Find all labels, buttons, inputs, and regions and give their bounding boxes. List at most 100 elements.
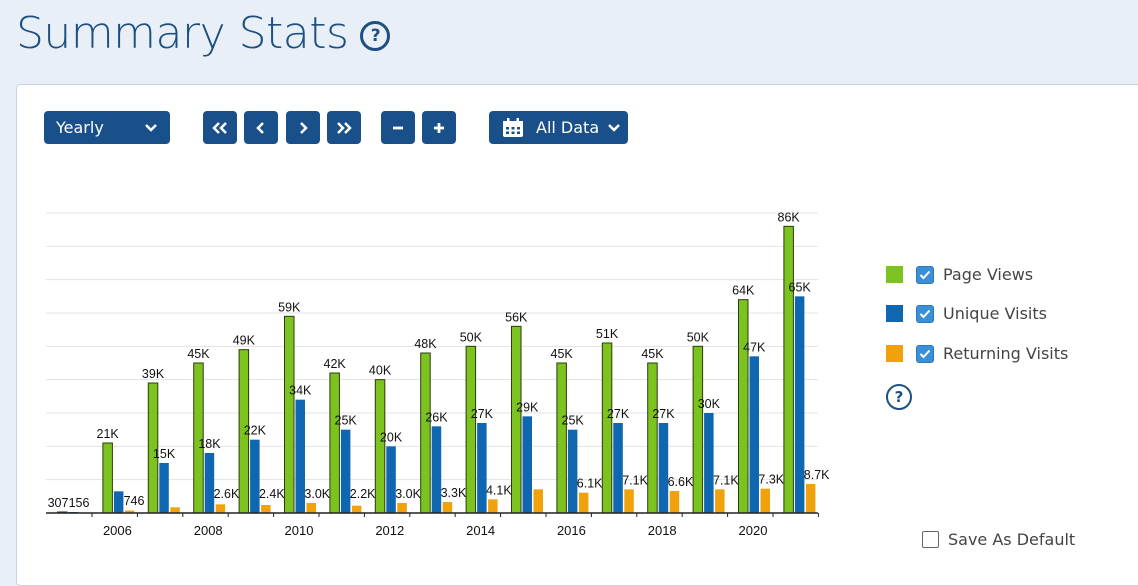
next-period-button[interactable] — [286, 111, 320, 144]
zoom-in-button[interactable] — [422, 111, 456, 144]
period-select-value: Yearly — [56, 118, 104, 137]
data-label: 6.1K — [577, 477, 603, 491]
bar-unique-visits — [658, 423, 669, 513]
data-label: 7.3K — [758, 473, 784, 487]
double-chevron-left-icon — [211, 121, 229, 135]
bar-returning-visits — [760, 488, 770, 513]
data-label: 2.2K — [350, 487, 376, 501]
last-period-button[interactable] — [327, 111, 361, 144]
legend-swatch — [886, 305, 903, 322]
bar-returning-visits — [261, 505, 271, 513]
data-label: 39K — [142, 367, 165, 381]
data-label: 48K — [414, 337, 437, 351]
bar-returning-visits — [170, 507, 180, 513]
bar-unique-visits — [159, 463, 169, 513]
chevron-right-icon — [297, 121, 309, 135]
data-label: 8.7K — [804, 468, 830, 482]
data-label: 29K — [516, 400, 539, 414]
save-as-default-checkbox[interactable] — [922, 531, 939, 548]
bar-returning-visits — [578, 492, 589, 513]
legend-swatch — [886, 266, 903, 283]
bar-returning-visits — [215, 504, 226, 513]
checkbox-checked-icon[interactable] — [916, 304, 934, 323]
checkbox-checked-icon[interactable] — [916, 265, 934, 284]
legend-item-returning-visits[interactable]: Returning Visits — [886, 344, 1068, 363]
data-label: 26K — [425, 410, 448, 424]
data-label: 4.1K — [486, 483, 512, 497]
bar-returning-visits — [669, 491, 680, 513]
bar-unique-visits — [522, 416, 532, 513]
data-label: 27K — [471, 407, 494, 421]
double-chevron-right-icon — [335, 121, 353, 135]
bar-unique-visits — [340, 429, 351, 513]
x-tick-label: 2018 — [648, 523, 677, 538]
period-select[interactable]: Yearly — [44, 111, 170, 144]
bar-returning-visits — [533, 489, 543, 513]
bar-returning-visits — [805, 484, 816, 513]
checkbox-checked-icon[interactable] — [916, 344, 934, 363]
data-label: 27K — [652, 407, 675, 421]
legend-item-page-views[interactable]: Page Views — [886, 265, 1033, 284]
data-label: 51K — [596, 327, 619, 341]
data-label: 40K — [369, 364, 392, 378]
data-label: 18K — [198, 437, 221, 451]
page-title: Summary Stats ? — [16, 8, 391, 59]
bar-unique-visits — [477, 423, 487, 513]
save-as-default-option[interactable]: Save As Default — [922, 530, 1075, 549]
bar-returning-visits — [442, 502, 453, 513]
date-range-button[interactable]: All Data — [489, 111, 628, 144]
data-label: 7.1K — [622, 473, 648, 487]
data-label: 50K — [460, 330, 483, 344]
x-tick-label: 2012 — [375, 523, 404, 538]
plus-icon — [432, 121, 446, 135]
data-label: 22K — [244, 424, 267, 438]
bar-page-views — [420, 352, 431, 514]
bar-page-views — [692, 345, 704, 514]
bar-page-views — [465, 345, 477, 514]
bar-page-views — [511, 325, 522, 514]
data-label: 746 — [124, 494, 145, 508]
question-circle-icon[interactable]: ? — [886, 384, 912, 410]
data-label: 156 — [69, 496, 90, 510]
data-label: 27K — [607, 407, 630, 421]
legend-item-unique-visits[interactable]: Unique Visits — [886, 304, 1047, 323]
bar-returning-visits — [397, 503, 407, 513]
data-label: 42K — [324, 357, 347, 371]
data-label: 3.0K — [304, 487, 330, 501]
bar-returning-visits — [351, 505, 362, 513]
data-label: 59K — [278, 300, 301, 314]
data-label: 65K — [789, 280, 812, 294]
bar-page-views — [374, 379, 386, 514]
previous-period-button[interactable] — [244, 111, 278, 144]
data-label: 45K — [551, 347, 574, 361]
zoom-out-button[interactable] — [381, 111, 415, 144]
chevron-down-icon — [607, 123, 621, 133]
data-label: 25K — [562, 414, 585, 428]
data-label: 86K — [778, 210, 801, 224]
bar-returning-visits — [488, 499, 498, 513]
data-label: 3.3K — [441, 486, 467, 500]
bar-unique-visits — [113, 491, 124, 513]
question-circle-icon[interactable]: ? — [360, 20, 391, 51]
bar-page-views — [102, 442, 113, 514]
data-label: 50K — [687, 330, 710, 344]
page-title-text: Summary Stats — [16, 8, 349, 59]
bar-unique-visits — [567, 429, 578, 513]
bar-unique-visits — [204, 453, 215, 513]
bar-returning-visits — [124, 510, 135, 513]
x-tick-label: 2006 — [103, 523, 132, 538]
x-tick-label: 2008 — [194, 523, 223, 538]
bar-unique-visits — [613, 423, 623, 513]
x-tick-label: 2020 — [739, 523, 768, 538]
bar-page-views — [329, 372, 340, 514]
data-label: 25K — [335, 414, 358, 428]
bar-page-views — [783, 225, 794, 514]
date-range-label: All Data — [536, 118, 600, 137]
data-label: 45K — [641, 347, 664, 361]
x-tick-label: 2016 — [557, 523, 586, 538]
legend-label: Unique Visits — [943, 304, 1047, 323]
legend-swatch — [886, 345, 903, 362]
data-label: 21K — [97, 427, 120, 441]
first-period-button[interactable] — [203, 111, 237, 144]
bar-unique-visits — [749, 356, 759, 513]
